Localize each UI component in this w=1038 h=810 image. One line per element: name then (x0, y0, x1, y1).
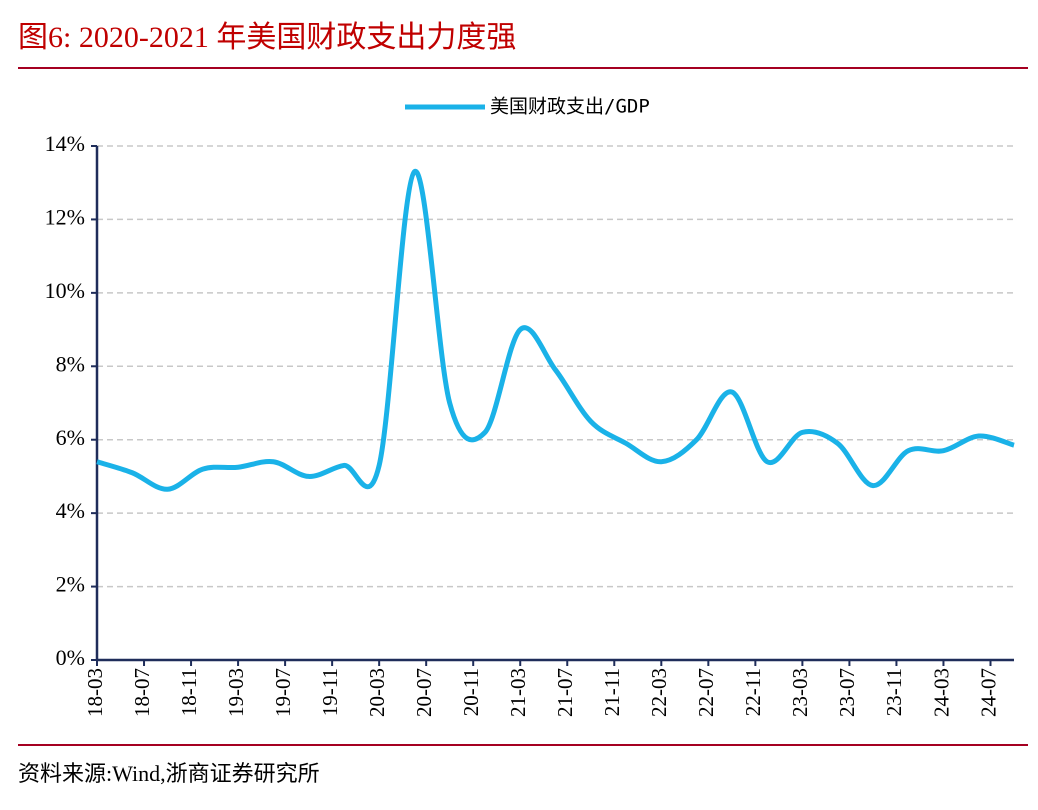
y-tick-label: 14% (45, 131, 85, 156)
x-tick-label: 20-11 (459, 668, 483, 716)
x-tick-label: 18-03 (83, 668, 107, 717)
chart-title: 图6: 2020-2021 年美国财政支出力度强 (18, 21, 516, 54)
x-tick-label: 21-11 (600, 668, 624, 716)
x-tick-label: 19-11 (318, 668, 342, 716)
y-tick-label: 6% (56, 425, 85, 450)
y-tick-label: 12% (45, 204, 85, 229)
y-tick-label: 10% (45, 278, 85, 303)
x-tick-label: 21-07 (553, 668, 577, 717)
x-tick-label: 19-03 (224, 668, 248, 717)
y-tick-label: 8% (56, 351, 85, 376)
x-tick-label: 22-07 (694, 668, 718, 717)
x-tick-label: 20-03 (365, 668, 389, 717)
x-tick-label: 21-03 (506, 668, 530, 717)
x-tick-label: 23-07 (835, 668, 859, 717)
x-tick-label: 20-07 (412, 668, 436, 717)
x-tick-label: 24-07 (976, 668, 1000, 717)
y-tick-label: 4% (56, 498, 85, 523)
x-tick-label: 19-07 (271, 668, 295, 717)
source-note: 资料来源:Wind,浙商证券研究所 (18, 761, 320, 786)
x-tick-label: 18-11 (177, 668, 201, 716)
y-tick-label: 2% (56, 572, 85, 597)
legend-label: 美国财政支出/GDP (490, 96, 650, 118)
x-tick-label: 22-11 (741, 668, 765, 716)
y-tick-label: 0% (56, 645, 85, 670)
x-tick-label: 18-07 (130, 668, 154, 717)
series-line (96, 169, 1015, 492)
x-tick-label: 23-03 (788, 668, 812, 717)
x-tick-label: 23-11 (882, 668, 906, 716)
x-tick-label: 22-03 (647, 668, 671, 717)
x-tick-label: 24-03 (929, 668, 953, 717)
